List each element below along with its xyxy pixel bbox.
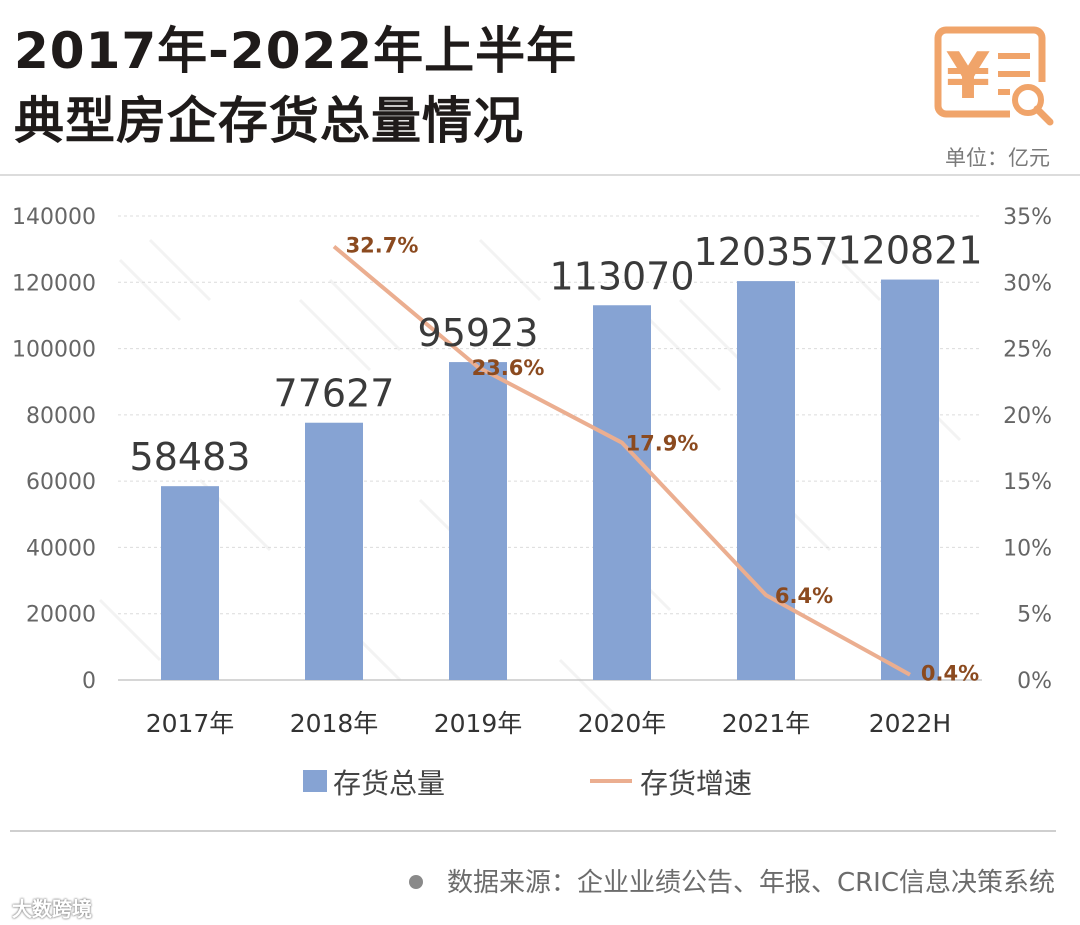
y-right-tick-label: 10% xyxy=(1003,536,1052,561)
y-left-tick-label: 80000 xyxy=(26,404,96,429)
legend-bar-label: 存货总量 xyxy=(333,767,445,800)
bar-value-label: 120821 xyxy=(837,229,982,273)
bar-value-label: 58483 xyxy=(130,435,251,479)
svg-text:¥: ¥ xyxy=(946,40,991,114)
line-value-label: 17.9% xyxy=(626,432,699,456)
line-value-label: 0.4% xyxy=(921,662,979,686)
footer-divider xyxy=(10,830,1056,832)
x-tick-label: 2022H xyxy=(869,709,951,738)
growth-line xyxy=(332,244,911,677)
page-title-line-2: 典型房企存货总量情况 xyxy=(14,92,524,150)
inventory-chart: 020000400006000080000100000120000140000 … xyxy=(12,205,1052,800)
data-source: 数据来源：企业业绩公告、年报、CRIC信息决策系统 xyxy=(408,862,1055,899)
unit-label: 单位：亿元 xyxy=(945,146,1050,170)
bar xyxy=(161,486,219,680)
bar-value-label: 95923 xyxy=(418,311,539,355)
line-value-label: 6.4% xyxy=(775,584,833,608)
y-left-tick-label: 120000 xyxy=(12,271,96,296)
header-divider xyxy=(0,174,1080,176)
x-tick-label: 2018年 xyxy=(290,709,379,738)
bar-value-label: 113070 xyxy=(549,254,694,298)
legend-bar-swatch xyxy=(303,770,327,792)
y-right-tick-label: 35% xyxy=(1003,205,1052,230)
x-tick-label: 2020年 xyxy=(578,709,667,738)
watermark-text: 大数跨境 xyxy=(12,897,92,921)
y-left-tick-label: 140000 xyxy=(12,205,96,230)
y-left-tick-label: 60000 xyxy=(26,470,96,495)
bar xyxy=(737,281,795,680)
bar xyxy=(593,305,651,680)
y-left-tick-label: 0 xyxy=(82,669,96,694)
page-title-line-1: 2017年-2022年上半年 xyxy=(14,22,578,80)
x-tick-label: 2017年 xyxy=(146,709,235,738)
x-tick-label: 2019年 xyxy=(434,709,523,738)
bar xyxy=(881,279,939,680)
bar-value-label: 77627 xyxy=(274,372,395,416)
y-right-tick-label: 0% xyxy=(1017,669,1052,694)
y-right-tick-label: 5% xyxy=(1017,603,1052,628)
legend-line-label: 存货增速 xyxy=(640,767,752,800)
line-value-label: 23.6% xyxy=(472,356,545,380)
bar xyxy=(449,362,507,680)
line-value-label: 32.7% xyxy=(346,233,419,257)
bullet-icon xyxy=(408,874,423,889)
y-right-tick-label: 30% xyxy=(1003,271,1052,296)
y-right-tick-label: 20% xyxy=(1003,404,1052,429)
y-left-tick-label: 40000 xyxy=(26,536,96,561)
yen-receipt-search-icon: ¥ xyxy=(934,26,1054,126)
y-right-tick-label: 15% xyxy=(1003,470,1052,495)
x-tick-label: 2021年 xyxy=(722,709,811,738)
data-source-text: 数据来源：企业业绩公告、年报、CRIC信息决策系统 xyxy=(446,868,1055,898)
y-left-tick-label: 20000 xyxy=(26,603,96,628)
bar xyxy=(305,422,363,680)
y-left-tick-label: 100000 xyxy=(12,338,96,363)
y-right-tick-label: 25% xyxy=(1003,338,1052,363)
bar-value-label: 120357 xyxy=(693,230,838,274)
